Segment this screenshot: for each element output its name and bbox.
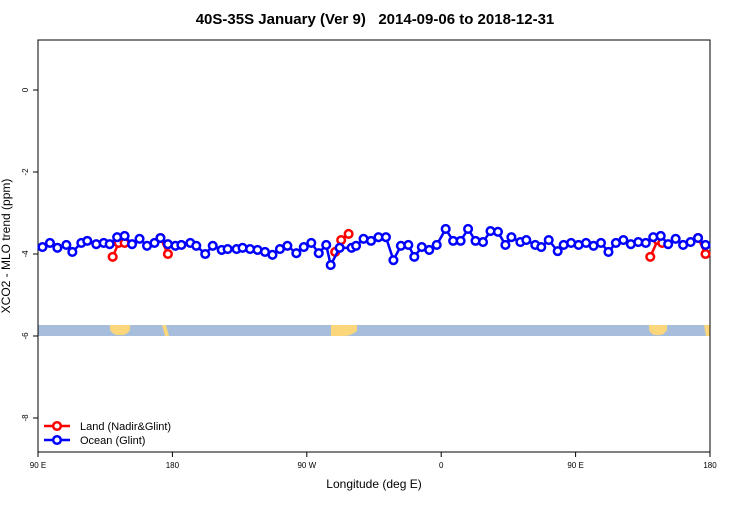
y-tick-label: -4: [21, 250, 30, 258]
data-point: [670, 233, 681, 244]
data-point: [336, 235, 347, 246]
data-point: [104, 239, 115, 250]
data-point: [107, 251, 118, 262]
data-point: [82, 235, 93, 246]
data-point: [343, 228, 354, 239]
data-point: [162, 248, 173, 260]
data-point: [155, 232, 166, 244]
x-tick-label: 180: [703, 461, 717, 470]
data-point: [500, 239, 511, 251]
data-point: [321, 239, 332, 251]
y-axis-label: XCO2 - MLO trend (ppm): [0, 179, 13, 314]
y-tick-label: -8: [21, 414, 30, 422]
legend-label: Ocean (Glint): [80, 435, 145, 447]
data-point: [119, 230, 130, 242]
data-point: [424, 244, 435, 255]
data-point: [44, 237, 55, 248]
data-point: [67, 246, 78, 257]
data-point: [463, 223, 474, 235]
data-point: [477, 237, 489, 248]
data-point: [685, 237, 696, 248]
legend: Land (Nadir&Glint) Ocean (Glint): [44, 420, 171, 447]
data-point: [222, 244, 233, 255]
data-point: [543, 235, 554, 246]
land-strip: [649, 325, 667, 336]
land-strip: [162, 325, 169, 336]
data-point: [640, 237, 651, 248]
map-strip: [38, 325, 710, 336]
legend-label: Land (Nadir&Glint): [80, 421, 171, 433]
data-point: [655, 230, 666, 242]
land-strip: [704, 325, 710, 336]
data-point: [700, 239, 711, 251]
data-point: [506, 232, 517, 243]
land-strip: [331, 325, 357, 336]
data-point: [176, 239, 187, 251]
x-tick-label: 0: [439, 461, 444, 470]
data-point: [200, 248, 211, 260]
data-point: [409, 251, 420, 262]
legend-marker: [51, 434, 63, 446]
data-point: [282, 240, 293, 251]
y-tick-label: -6: [21, 332, 30, 340]
data-point: [134, 233, 145, 244]
data-point: [536, 241, 547, 253]
data-point: [365, 235, 377, 246]
data-point: [618, 235, 629, 246]
data-point: [492, 226, 503, 237]
data-point: [440, 223, 451, 235]
data-point: [595, 237, 607, 248]
x-tick-label: 180: [166, 461, 180, 470]
y-tick-label: 0: [21, 87, 30, 92]
data-point: [645, 251, 656, 262]
data-point: [455, 235, 466, 246]
chart-title: 40S-35S January (Ver 9) 2014-09-06 to 20…: [196, 11, 555, 28]
data-point: [306, 237, 317, 248]
data-point: [191, 240, 202, 251]
data-point: [52, 242, 63, 253]
data-point: [388, 255, 399, 266]
data-point: [127, 239, 138, 250]
x-tick-label: 90 W: [297, 461, 316, 470]
data-point: [431, 239, 442, 251]
x-axis-label: Longitude (deg E): [326, 477, 421, 491]
data-point: [663, 239, 674, 250]
data-point: [351, 240, 362, 251]
plot-frame: [37, 39, 711, 453]
land-strip: [110, 325, 130, 336]
data-point: [521, 235, 532, 246]
data-point: [700, 248, 711, 260]
y-tick-label: -2: [21, 168, 30, 176]
data-point: [552, 246, 563, 257]
data-point: [693, 232, 704, 244]
data-point: [61, 239, 72, 251]
data-point: [380, 232, 391, 243]
ocean-strip: [38, 325, 710, 336]
data-point: [298, 241, 309, 253]
data-point: [37, 241, 48, 253]
data-point: [291, 248, 302, 259]
data-point: [313, 248, 324, 259]
data-point: [149, 237, 160, 248]
data-point: [334, 242, 345, 253]
data-point: [207, 240, 218, 251]
x-tick-label: 90 E: [30, 461, 46, 470]
data-point: [267, 249, 278, 260]
data-point: [325, 260, 336, 271]
data-point: [403, 239, 414, 251]
legend-marker: [51, 420, 63, 432]
data-point: [603, 246, 614, 257]
x-tick-label: 90 E: [567, 461, 583, 470]
